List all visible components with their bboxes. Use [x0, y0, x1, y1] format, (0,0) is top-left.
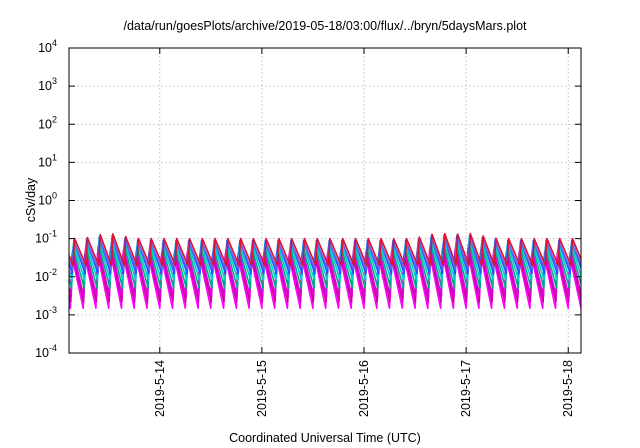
y-tick-label: 100: [38, 191, 57, 208]
y-tick-label: 10-1: [35, 229, 57, 246]
x-axis-label: Coordinated Universal Time (UTC): [229, 431, 421, 445]
x-tick-label: 2019-5-14: [153, 360, 167, 417]
y-tick-label: 101: [38, 152, 57, 169]
x-axis: 2019-5-14 2019-5-15 2019-5-16 2019-5-17 2019…: [153, 48, 575, 417]
y-tick-label: 103: [38, 76, 57, 93]
grid: [69, 48, 581, 353]
y-tick-label: 104: [38, 38, 57, 55]
y-tick-label: 10-3: [35, 305, 57, 322]
x-tick-label: 2019-5-15: [255, 360, 269, 417]
x-tick-label: 2019-5-18: [561, 360, 575, 417]
chart-title: /data/run/goesPlots/archive/2019-05-18/0…: [123, 19, 527, 33]
series-layer: [69, 232, 581, 309]
series-line: [69, 232, 581, 267]
y-axis: 10-4 10-3 10-2 10-1 100 101 102 103 104: [35, 38, 581, 360]
y-axis-label: cSv/day: [24, 177, 38, 222]
y-tick-label: 10-2: [35, 267, 57, 284]
x-tick-label: 2019-5-17: [459, 360, 473, 417]
y-tick-label: 102: [38, 114, 57, 131]
x-tick-label: 2019-5-16: [357, 360, 371, 417]
y-tick-label: 10-4: [35, 343, 57, 360]
